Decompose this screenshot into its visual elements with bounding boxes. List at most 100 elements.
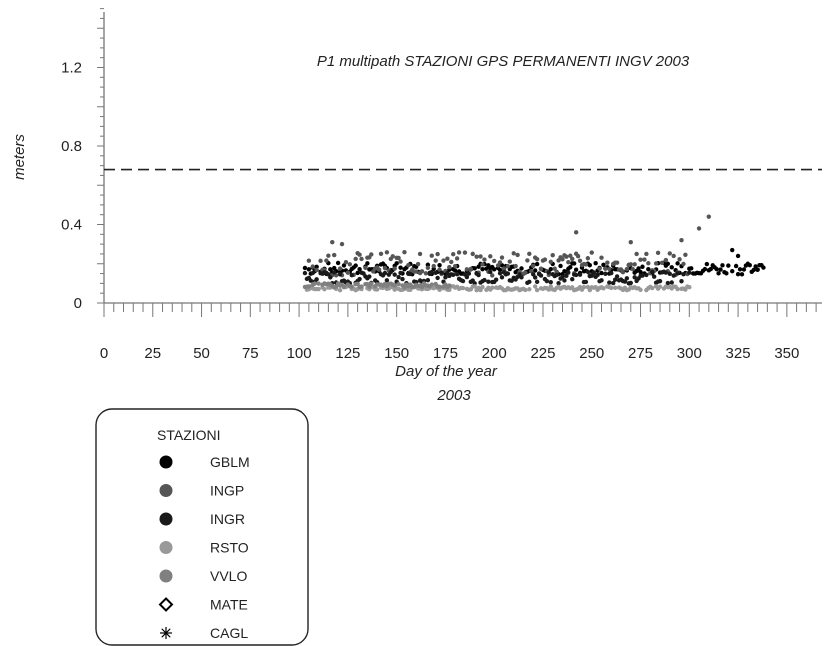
point-ingr xyxy=(546,270,552,275)
point-ingr xyxy=(486,279,491,284)
x-tick-label: 0 xyxy=(100,345,108,362)
point-ingp xyxy=(357,252,362,257)
point-ingp xyxy=(470,251,475,257)
point-gblm xyxy=(751,267,756,273)
point-ingp xyxy=(552,266,557,271)
point-rsto xyxy=(532,284,538,289)
point-ingp xyxy=(667,251,672,256)
point-ingp xyxy=(480,262,485,267)
point-ingr xyxy=(669,280,674,285)
point-gblm xyxy=(394,261,399,266)
point-gblm xyxy=(425,262,431,267)
point-rsto xyxy=(490,285,495,290)
point-ingr xyxy=(595,272,600,277)
point-gblm xyxy=(761,265,766,270)
point-ingp xyxy=(359,256,364,262)
point-rsto xyxy=(534,287,540,293)
x-tick-label: 250 xyxy=(579,345,604,362)
point-ingp xyxy=(306,258,312,263)
point-ingp xyxy=(597,266,602,271)
point-gblm xyxy=(335,260,341,266)
point-gblm xyxy=(640,264,645,269)
point-gblm xyxy=(669,265,674,270)
point-ingr xyxy=(384,278,390,283)
point-ingp xyxy=(513,263,518,269)
point-gblm xyxy=(558,263,563,269)
point-ingr xyxy=(671,273,676,278)
point-ingp xyxy=(339,241,345,247)
point-gblm xyxy=(675,261,680,266)
point-gblm xyxy=(708,266,713,272)
point-ingp xyxy=(531,263,536,268)
point-ingp xyxy=(534,257,540,262)
legend: STAZIONI GBLM INGP INGR RSTO VVLO MATE CAGL xyxy=(95,408,309,646)
point-ingr xyxy=(519,275,524,280)
point-ingp xyxy=(330,239,335,245)
point-ingr xyxy=(589,273,594,278)
point-ingr xyxy=(665,280,671,286)
point-ingr xyxy=(577,272,583,277)
point-ingr xyxy=(681,271,686,277)
point-ingr xyxy=(675,271,680,276)
point-ingr xyxy=(392,272,397,277)
point-ingr xyxy=(398,270,403,276)
point-ingp xyxy=(497,260,503,265)
point-ingp xyxy=(663,257,669,263)
point-ingp xyxy=(603,266,608,271)
point-ingr xyxy=(603,271,608,276)
point-ingr xyxy=(657,278,663,284)
point-ingp xyxy=(456,250,462,255)
point-ingp xyxy=(583,262,589,267)
point-ingr xyxy=(622,279,628,284)
point-ingp xyxy=(515,252,520,258)
point-ingr xyxy=(443,275,448,280)
point-ingp xyxy=(706,214,712,219)
point-gblm xyxy=(519,266,524,271)
point-ingp xyxy=(314,267,319,273)
point-ingp xyxy=(326,253,331,258)
point-ingp xyxy=(343,260,349,265)
point-ingr xyxy=(614,274,620,279)
point-ingp xyxy=(570,256,575,262)
point-gblm xyxy=(638,269,643,275)
point-ingp xyxy=(696,226,702,231)
point-ingp xyxy=(478,254,483,259)
point-ingp xyxy=(642,257,647,262)
legend-marker-rsto xyxy=(159,541,173,554)
point-rsto xyxy=(546,287,552,292)
point-gblm xyxy=(497,267,503,273)
point-ingp xyxy=(396,255,401,261)
point-ingr xyxy=(433,270,438,276)
point-ingr xyxy=(628,280,633,286)
axes xyxy=(103,12,822,304)
point-gblm xyxy=(472,266,477,271)
point-ingr xyxy=(667,271,672,276)
point-rsto xyxy=(612,285,618,291)
point-gblm xyxy=(689,266,694,271)
point-rsto xyxy=(650,285,655,291)
point-ingp xyxy=(415,261,421,267)
point-ingp xyxy=(449,259,454,265)
point-ingr xyxy=(337,272,343,277)
legend-label: VVLO xyxy=(210,568,247,584)
point-ingp xyxy=(550,253,555,258)
point-ingr xyxy=(663,270,669,275)
point-ingr xyxy=(564,273,569,279)
point-ingp xyxy=(382,265,388,271)
point-ingr xyxy=(367,274,372,279)
point-ingp xyxy=(577,258,583,264)
point-ingr xyxy=(650,269,655,275)
point-ingp xyxy=(568,253,573,258)
point-gblm xyxy=(665,261,671,266)
x-tick-label: 125 xyxy=(335,345,360,362)
chart-title: P1 multipath STAZIONI GPS PERMANENTI ING… xyxy=(317,53,690,70)
point-gblm xyxy=(365,261,370,266)
point-ingr xyxy=(611,280,616,286)
point-ingp xyxy=(384,250,390,255)
point-gblm xyxy=(737,267,743,272)
point-rsto xyxy=(675,286,680,292)
point-vvlo xyxy=(437,284,442,289)
point-ingr xyxy=(591,270,596,275)
point-ingp xyxy=(529,268,534,274)
